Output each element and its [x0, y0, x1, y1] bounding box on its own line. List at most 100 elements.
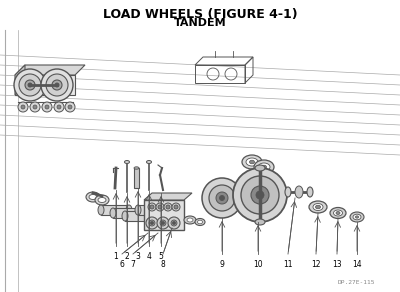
- Polygon shape: [15, 75, 75, 95]
- Ellipse shape: [209, 185, 235, 211]
- Ellipse shape: [241, 176, 279, 214]
- Ellipse shape: [19, 74, 41, 96]
- Ellipse shape: [150, 211, 156, 221]
- Ellipse shape: [54, 102, 64, 112]
- Ellipse shape: [163, 205, 169, 215]
- Ellipse shape: [174, 205, 178, 209]
- Ellipse shape: [350, 212, 364, 222]
- Ellipse shape: [313, 204, 323, 211]
- Ellipse shape: [45, 105, 49, 109]
- Bar: [113, 208, 141, 218]
- Ellipse shape: [150, 205, 154, 209]
- Ellipse shape: [353, 214, 361, 220]
- Ellipse shape: [122, 211, 128, 221]
- Ellipse shape: [65, 102, 75, 112]
- Ellipse shape: [184, 216, 196, 224]
- Ellipse shape: [89, 194, 97, 199]
- Ellipse shape: [28, 83, 32, 87]
- Ellipse shape: [149, 220, 155, 226]
- Ellipse shape: [242, 155, 262, 169]
- Ellipse shape: [251, 186, 269, 204]
- Ellipse shape: [307, 187, 313, 197]
- Ellipse shape: [316, 205, 320, 209]
- Text: 5: 5: [158, 252, 164, 261]
- Text: DP.27E-115: DP.27E-115: [338, 280, 375, 285]
- Ellipse shape: [187, 218, 193, 222]
- Ellipse shape: [156, 203, 164, 211]
- Ellipse shape: [164, 203, 172, 211]
- Ellipse shape: [171, 220, 177, 226]
- Ellipse shape: [172, 222, 176, 225]
- Ellipse shape: [52, 80, 62, 90]
- Bar: [138, 205, 166, 215]
- Polygon shape: [144, 193, 192, 200]
- Ellipse shape: [158, 205, 162, 209]
- Text: 10: 10: [253, 260, 263, 269]
- Ellipse shape: [233, 168, 287, 222]
- Ellipse shape: [355, 216, 359, 218]
- Ellipse shape: [255, 219, 265, 225]
- Text: 11: 11: [283, 260, 293, 269]
- Ellipse shape: [98, 205, 104, 215]
- Text: 12: 12: [311, 260, 321, 269]
- Ellipse shape: [285, 187, 291, 197]
- Bar: [144, 200, 184, 230]
- Ellipse shape: [330, 208, 346, 218]
- Text: TANDEM: TANDEM: [174, 18, 226, 28]
- Ellipse shape: [146, 217, 158, 229]
- Ellipse shape: [95, 195, 109, 205]
- Ellipse shape: [216, 192, 228, 204]
- Polygon shape: [15, 65, 25, 95]
- Ellipse shape: [157, 217, 169, 229]
- Ellipse shape: [258, 163, 270, 171]
- Text: 13: 13: [332, 260, 342, 269]
- Ellipse shape: [134, 167, 139, 169]
- Ellipse shape: [254, 160, 274, 174]
- Text: 6: 6: [120, 260, 124, 269]
- Bar: [125, 211, 153, 221]
- Ellipse shape: [14, 69, 46, 101]
- Ellipse shape: [146, 161, 152, 164]
- Ellipse shape: [138, 208, 144, 218]
- Text: 7: 7: [130, 260, 136, 269]
- Text: 2: 2: [125, 252, 129, 261]
- Text: 1: 1: [114, 252, 118, 261]
- Bar: [101, 205, 129, 215]
- Ellipse shape: [202, 178, 242, 218]
- Ellipse shape: [334, 210, 342, 216]
- Text: 14: 14: [352, 260, 362, 269]
- Ellipse shape: [250, 160, 254, 164]
- Ellipse shape: [160, 220, 166, 226]
- Text: 3: 3: [136, 252, 140, 261]
- Ellipse shape: [168, 217, 180, 229]
- Ellipse shape: [18, 102, 28, 112]
- Ellipse shape: [124, 161, 130, 164]
- Ellipse shape: [86, 192, 100, 202]
- Text: 4: 4: [146, 252, 152, 261]
- Bar: [134, 168, 139, 188]
- Ellipse shape: [110, 208, 116, 218]
- Ellipse shape: [195, 218, 205, 225]
- Ellipse shape: [46, 74, 68, 96]
- Ellipse shape: [309, 201, 327, 213]
- Ellipse shape: [162, 222, 164, 225]
- Ellipse shape: [135, 205, 141, 215]
- Ellipse shape: [68, 105, 72, 109]
- Ellipse shape: [42, 102, 52, 112]
- Ellipse shape: [25, 80, 35, 90]
- Polygon shape: [15, 65, 85, 75]
- Ellipse shape: [30, 102, 40, 112]
- Text: 8: 8: [161, 260, 165, 269]
- Ellipse shape: [166, 205, 170, 209]
- Ellipse shape: [255, 165, 265, 171]
- Ellipse shape: [198, 220, 202, 224]
- Ellipse shape: [262, 165, 266, 169]
- Text: 9: 9: [220, 260, 224, 269]
- Ellipse shape: [57, 105, 61, 109]
- Ellipse shape: [33, 105, 37, 109]
- Text: LOAD WHEELS (FIGURE 4-1): LOAD WHEELS (FIGURE 4-1): [103, 8, 297, 21]
- Ellipse shape: [41, 69, 73, 101]
- Ellipse shape: [150, 222, 154, 225]
- Ellipse shape: [98, 197, 106, 202]
- Ellipse shape: [55, 83, 59, 87]
